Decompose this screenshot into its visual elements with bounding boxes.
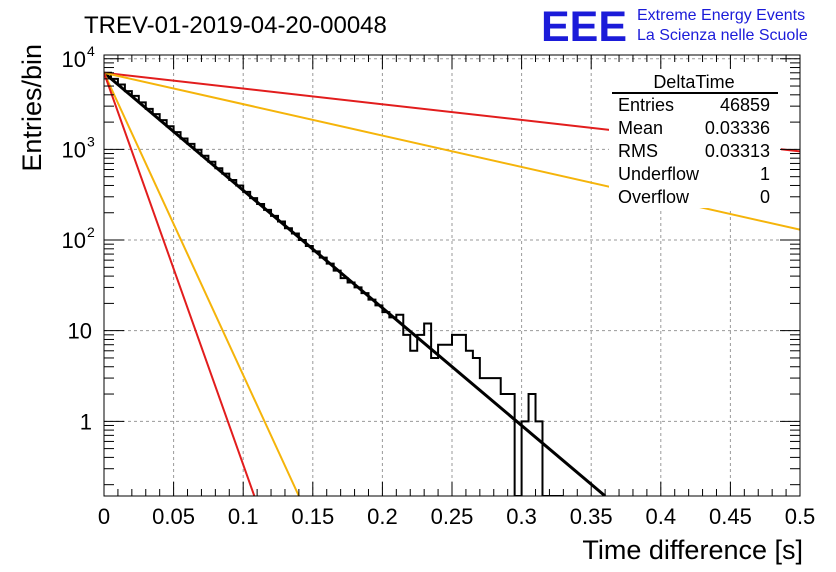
x-tick-label: 0 — [98, 504, 110, 529]
stats-row-label: RMS — [618, 141, 658, 161]
stats-row-value: 1 — [760, 164, 770, 184]
x-tick-label: 0.1 — [228, 504, 259, 529]
y-tick-exponent: 3 — [87, 133, 95, 149]
y-tick-label: 10 — [62, 47, 86, 72]
stats-row-value: 0.03336 — [705, 118, 770, 138]
histogram-bars — [104, 71, 564, 496]
stats-row-label: Underflow — [618, 164, 700, 184]
y-tick-label: 10 — [68, 319, 92, 344]
stats-title: DeltaTime — [653, 72, 734, 92]
stats-row-label: Overflow — [618, 187, 690, 207]
stats-row-label: Mean — [618, 118, 663, 138]
eee-logo: EEE — [541, 3, 627, 51]
stats-row-value: 0.03313 — [705, 141, 770, 161]
x-tick-label: 0.45 — [709, 504, 752, 529]
series-line-3 — [104, 72, 300, 496]
y-tick-label: 1 — [80, 409, 92, 434]
x-tick-label: 0.2 — [367, 504, 398, 529]
logo-line-2: La Scienza nelle Scuole — [637, 27, 808, 44]
x-tick-label: 0.5 — [785, 504, 816, 529]
logo-line-1: Extreme Energy Events — [637, 7, 805, 24]
x-tick-label: 0.25 — [431, 504, 474, 529]
stats-row-value: 0 — [760, 187, 770, 207]
x-tick-label: 0.35 — [570, 504, 613, 529]
run-title: TREV-01-2019-04-20-00048 — [84, 12, 387, 39]
y-axis-label: Entries/bin — [17, 44, 47, 172]
stats-row-value: 46859 — [720, 95, 770, 115]
histogram-layer — [104, 71, 564, 496]
x-tick-label: 0.3 — [506, 504, 537, 529]
stats-row-label: Entries — [618, 95, 674, 115]
y-tick-label: 10 — [62, 228, 86, 253]
series-line-4 — [104, 72, 256, 496]
y-tick-exponent: 2 — [87, 224, 95, 240]
y-tick-label: 10 — [62, 137, 86, 162]
x-tick-label: 0.05 — [152, 504, 195, 529]
x-tick-label: 0.15 — [291, 504, 334, 529]
y-tick-exponent: 4 — [87, 43, 95, 59]
stats-box: DeltaTime Entries 46859 Mean 0.03336 RMS 0.03… — [609, 68, 781, 208]
series-line-0 — [104, 71, 607, 496]
x-axis-label: Time difference [s] — [582, 535, 803, 565]
x-tick-label: 0.4 — [646, 504, 677, 529]
axes: 0 0.05 0.1 0.15 0.2 0.25 0.3 0.35 0.4 0.45 0.51101… — [62, 43, 816, 529]
